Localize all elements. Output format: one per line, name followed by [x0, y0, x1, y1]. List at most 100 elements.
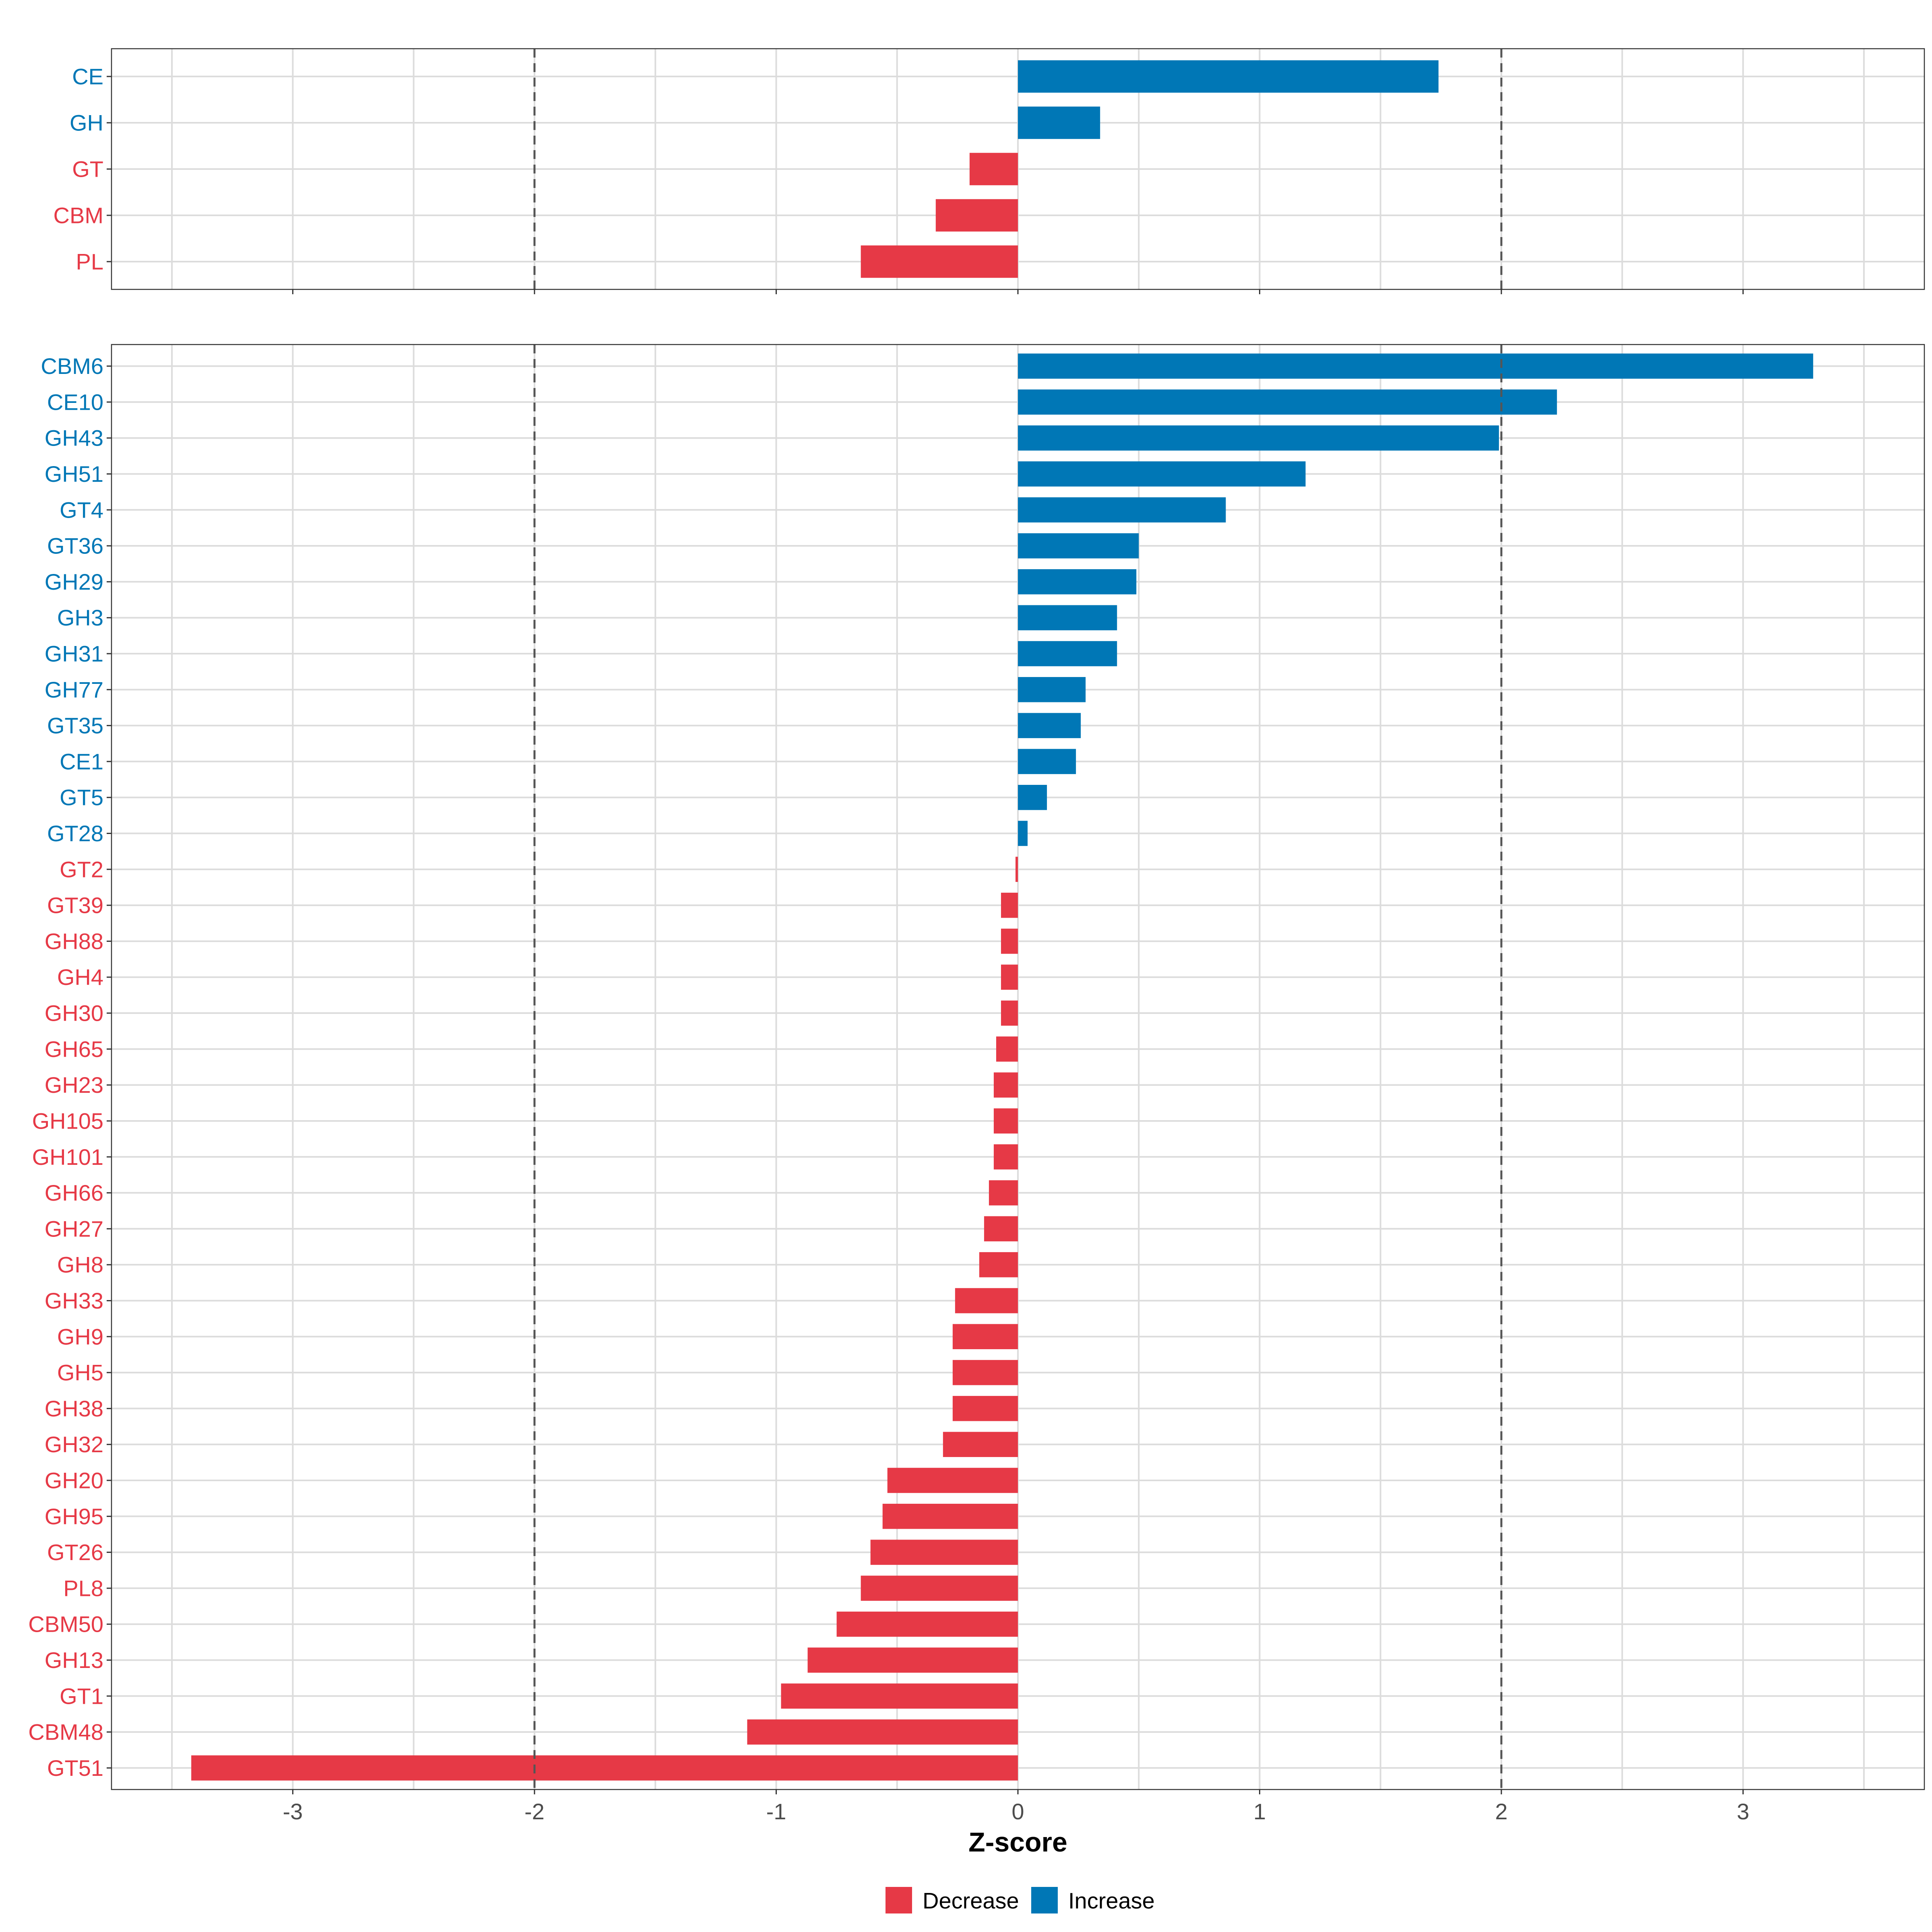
- bar-pl8: [861, 1575, 1018, 1601]
- bar-gh: [1018, 106, 1100, 139]
- category-label-cbm50: CBM50: [28, 1612, 103, 1637]
- bar-gt1: [781, 1683, 1018, 1709]
- bar-gt35: [1018, 713, 1081, 738]
- category-label-gh13: GH13: [45, 1647, 103, 1673]
- bar-cbm48: [747, 1719, 1018, 1745]
- bar-gh5: [952, 1360, 1018, 1385]
- bar-gt36: [1018, 533, 1139, 559]
- category-label-ce1: CE1: [60, 749, 103, 774]
- bar-gt28: [1018, 821, 1028, 846]
- category-label-gt28: GT28: [47, 821, 103, 846]
- bar-pl: [861, 245, 1018, 278]
- category-label-gh33: GH33: [45, 1288, 103, 1313]
- legend: Decrease Increase: [886, 1887, 1155, 1913]
- bar-gh9: [952, 1324, 1018, 1350]
- bar-gt5: [1018, 784, 1047, 810]
- category-label-gh65: GH65: [45, 1036, 103, 1062]
- bar-gh8: [979, 1252, 1018, 1278]
- category-label-gh9: GH9: [57, 1324, 103, 1349]
- bar-gh105: [993, 1108, 1018, 1134]
- x-tick-label: 0: [1011, 1799, 1024, 1824]
- category-label-gh51: GH51: [45, 461, 103, 487]
- bar-gt2: [1015, 857, 1018, 882]
- x-tick-label: 3: [1737, 1799, 1749, 1824]
- bar-gt26: [870, 1540, 1018, 1565]
- bar-cbm50: [836, 1611, 1018, 1637]
- category-label-gh8: GH8: [57, 1252, 103, 1278]
- category-label-cbm6: CBM6: [41, 353, 103, 379]
- bar-ce: [1018, 60, 1439, 93]
- category-label-gt5: GT5: [60, 785, 103, 810]
- bar-ce10: [1018, 389, 1557, 415]
- bar-ce1: [1018, 749, 1076, 774]
- legend-swatch-decrease: [886, 1887, 912, 1913]
- bar-gh13: [807, 1647, 1018, 1673]
- bar-gh3: [1018, 605, 1117, 630]
- category-label-cbm48: CBM48: [28, 1719, 103, 1745]
- category-label-gh38: GH38: [45, 1396, 103, 1421]
- top-panel: CE GH GT CBM PL: [54, 48, 1925, 294]
- category-label-gh29: GH29: [45, 569, 103, 594]
- bar-gh65: [996, 1036, 1018, 1062]
- bar-gh33: [955, 1288, 1018, 1313]
- legend-swatch-increase: [1031, 1887, 1058, 1913]
- bar-gh77: [1018, 677, 1086, 702]
- category-label-gt39: GT39: [47, 893, 103, 918]
- legend-label-decrease: Decrease: [923, 1888, 1019, 1913]
- category-label-gh23: GH23: [45, 1072, 103, 1098]
- bar-gh95: [882, 1504, 1018, 1529]
- bar-gh27: [984, 1216, 1018, 1242]
- category-label-gh43: GH43: [45, 425, 103, 451]
- bar-gh66: [989, 1180, 1018, 1205]
- category-label-gh32: GH32: [45, 1432, 103, 1457]
- bar-gh51: [1018, 461, 1306, 487]
- category-label-gh5: GH5: [57, 1360, 103, 1385]
- bar-gh88: [1001, 929, 1018, 954]
- bar-gt: [969, 153, 1018, 186]
- category-label-pl: PL: [76, 249, 104, 275]
- x-tick-label: -2: [524, 1799, 545, 1824]
- x-axis-title: Z-score: [968, 1827, 1067, 1858]
- bar-cbm: [935, 199, 1018, 232]
- bar-gh38: [952, 1396, 1018, 1421]
- category-label-gh77: GH77: [45, 677, 103, 702]
- category-label-gh88: GH88: [45, 929, 103, 954]
- category-label-gh101: GH101: [32, 1144, 103, 1170]
- bar-gt39: [1001, 892, 1018, 918]
- category-label-gh30: GH30: [45, 1001, 103, 1026]
- x-axis: -3 -2 -1 0 1 2 3: [283, 1799, 1750, 1824]
- category-label-gt1: GT1: [60, 1683, 103, 1709]
- category-label-gh20: GH20: [45, 1468, 103, 1493]
- bar-gt4: [1018, 497, 1226, 523]
- category-label-gt: GT: [72, 157, 103, 182]
- bar-gh4: [1001, 964, 1018, 990]
- bar-gh20: [887, 1468, 1018, 1493]
- legend-label-increase: Increase: [1068, 1888, 1155, 1913]
- category-label-gt26: GT26: [47, 1540, 103, 1565]
- category-label-gt36: GT36: [47, 533, 103, 559]
- category-label-gt51: GT51: [47, 1755, 103, 1781]
- category-label-gh27: GH27: [45, 1216, 103, 1241]
- x-tick-label: -1: [766, 1799, 786, 1824]
- category-label-ce: CE: [72, 64, 103, 89]
- category-label-pl8: PL8: [63, 1575, 103, 1601]
- category-label-gh3: GH3: [57, 605, 103, 630]
- category-label-cbm: CBM: [54, 203, 103, 228]
- x-tick-label: 2: [1495, 1799, 1507, 1824]
- x-tick-label: 1: [1253, 1799, 1266, 1824]
- bar-gh30: [1001, 1000, 1018, 1026]
- category-label-gh66: GH66: [45, 1180, 103, 1205]
- bar-gt51: [191, 1755, 1018, 1781]
- bar-gh101: [993, 1144, 1018, 1170]
- bar-cbm6: [1018, 353, 1813, 379]
- bar-gh31: [1018, 641, 1117, 667]
- category-label-gt35: GT35: [47, 713, 103, 738]
- category-label-gh105: GH105: [32, 1108, 103, 1133]
- bar-gh32: [943, 1432, 1018, 1457]
- bar-gh29: [1018, 569, 1137, 594]
- category-label-gh4: GH4: [57, 964, 103, 990]
- category-label-ce10: CE10: [47, 389, 103, 415]
- category-label-gh95: GH95: [45, 1504, 103, 1529]
